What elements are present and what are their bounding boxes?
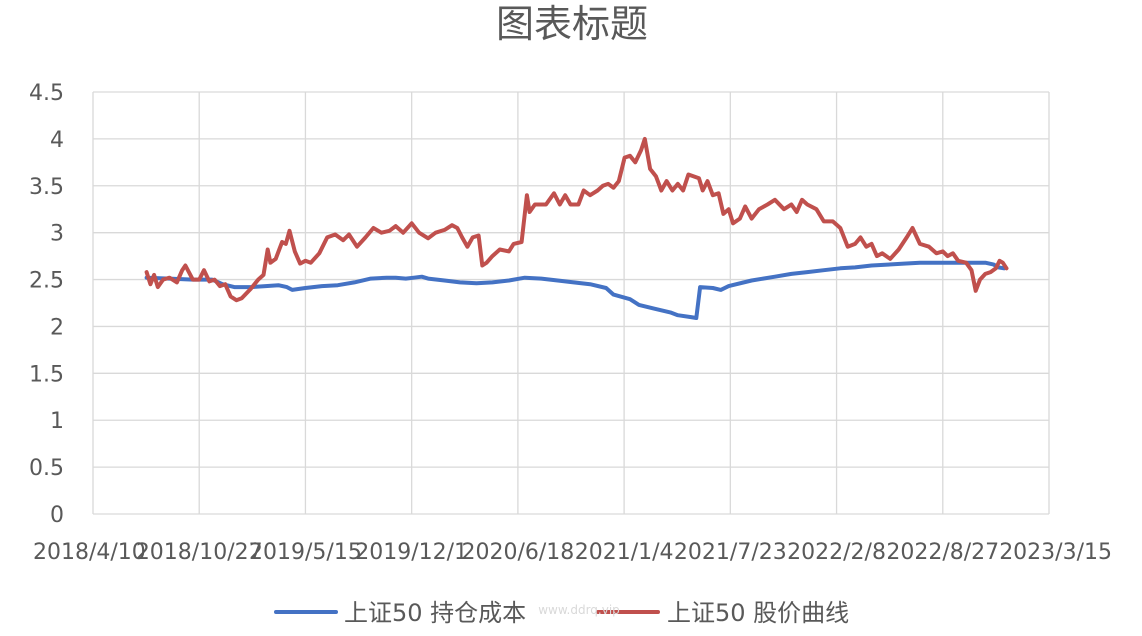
x-tick-label: 2019/12/1 xyxy=(355,540,468,565)
series-line-0 xyxy=(144,260,1006,320)
y-tick-label: 3 xyxy=(50,222,64,247)
legend-label-0: 上证50 持仓成本 xyxy=(344,599,526,627)
y-tick-label: 1.5 xyxy=(29,362,64,387)
axis-labels-layer: 00.511.522.533.544.52018/4/102018/10/272… xyxy=(29,81,1112,565)
y-tick-label: 1 xyxy=(50,409,64,434)
series-layer xyxy=(144,136,1009,320)
x-tick-label: 2020/6/18 xyxy=(461,540,574,565)
series-line-1 xyxy=(144,136,1009,303)
x-tick-label: 2021/7/23 xyxy=(674,540,787,565)
y-tick-label: 3.5 xyxy=(29,175,64,200)
y-tick-label: 2 xyxy=(50,315,64,340)
x-tick-label: 2021/1/4 xyxy=(575,540,674,565)
watermark-text: www.ddrq.vip xyxy=(538,603,620,617)
legend: 上证50 持仓成本 上证50 股价曲线 xyxy=(274,599,849,627)
y-tick-label: 0 xyxy=(50,503,64,528)
x-tick-label: 2023/3/15 xyxy=(999,540,1112,565)
y-tick-label: 4 xyxy=(50,128,64,153)
grid-layer xyxy=(92,91,1050,515)
x-tick-label: 2018/4/10 xyxy=(33,540,146,565)
chart-title: 图表标题 xyxy=(496,2,648,46)
x-tick-label: 2022/8/27 xyxy=(886,540,999,565)
x-tick-label: 2018/10/27 xyxy=(136,540,263,565)
x-tick-label: 2019/5/15 xyxy=(249,540,362,565)
x-tick-label: 2022/2/8 xyxy=(787,540,886,565)
y-tick-label: 4.5 xyxy=(29,81,64,106)
y-tick-label: 2.5 xyxy=(29,269,64,294)
y-tick-label: 0.5 xyxy=(29,456,64,481)
legend-label-1: 上证50 股价曲线 xyxy=(667,599,849,627)
